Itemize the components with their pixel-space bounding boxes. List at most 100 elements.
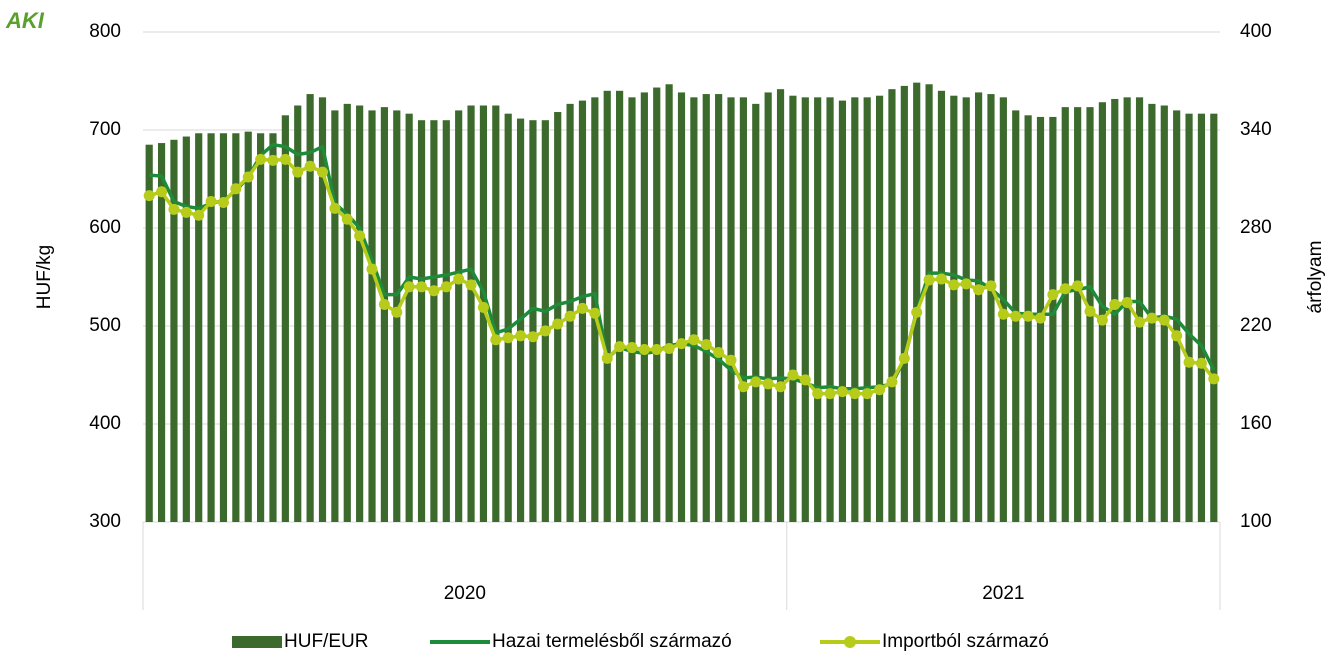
bar: [764, 92, 772, 522]
bar: [616, 90, 624, 523]
marker: [1072, 280, 1084, 292]
marker: [775, 381, 787, 393]
bar: [157, 143, 166, 523]
bar: [900, 85, 908, 523]
bar: [492, 105, 500, 522]
y2-tick-label: 280: [1240, 217, 1272, 238]
marker: [255, 153, 267, 165]
y-tick-label: 800: [89, 21, 121, 42]
marker: [304, 160, 316, 172]
marker: [651, 344, 663, 356]
marker: [985, 280, 997, 292]
bar: [182, 136, 190, 523]
marker: [1195, 357, 1207, 369]
legend-swatch: [232, 636, 282, 648]
y-tick-label: 700: [89, 119, 121, 140]
marker: [453, 273, 465, 285]
marker: [799, 374, 811, 386]
marker: [477, 301, 489, 313]
marker: [403, 281, 415, 293]
marker: [539, 325, 551, 337]
marker: [440, 281, 452, 293]
bar: [937, 90, 946, 523]
bar: [331, 110, 339, 523]
marker: [886, 376, 898, 388]
bar: [776, 89, 785, 523]
bar: [504, 113, 512, 523]
marker: [416, 281, 428, 293]
marker: [279, 153, 291, 165]
bar: [690, 97, 698, 522]
bar: [603, 90, 611, 523]
marker: [626, 342, 638, 354]
y2-tick-label: 160: [1240, 413, 1272, 434]
bar: [232, 133, 240, 522]
marker: [812, 388, 824, 400]
group-label: 2021: [982, 583, 1024, 604]
marker: [564, 310, 576, 322]
y-tick-label: 300: [89, 511, 121, 532]
bar: [380, 107, 388, 522]
bar: [975, 92, 983, 522]
marker: [1010, 310, 1022, 322]
marker: [676, 338, 687, 350]
marker: [1171, 330, 1183, 342]
bar: [1185, 113, 1193, 523]
marker: [1035, 312, 1046, 324]
bar: [739, 97, 747, 522]
marker: [688, 334, 700, 346]
bar: [281, 115, 289, 523]
marker: [911, 306, 923, 318]
marker: [1022, 310, 1034, 322]
marker: [428, 285, 440, 297]
bar: [913, 82, 921, 522]
marker: [589, 307, 601, 319]
bar: [467, 105, 475, 522]
y-tick-label: 400: [89, 413, 121, 434]
bar: [318, 97, 327, 522]
marker: [193, 209, 205, 221]
bar: [863, 97, 871, 522]
marker: [378, 298, 390, 310]
marker: [874, 384, 886, 396]
bar: [888, 89, 896, 523]
group-label: 2020: [444, 583, 486, 604]
bar: [170, 139, 178, 523]
bar: [752, 103, 760, 522]
legend-label: HUF/EUR: [284, 631, 368, 652]
legend-label: Importból származó: [882, 631, 1049, 652]
bar: [653, 87, 661, 523]
marker: [725, 354, 737, 366]
bar: [987, 94, 995, 523]
bar: [789, 95, 797, 522]
legend-label: Hazai termelésből származó: [492, 631, 732, 652]
bar: [554, 112, 562, 523]
marker: [230, 183, 242, 195]
marker: [180, 206, 192, 218]
bar: [875, 95, 884, 522]
bar: [1111, 98, 1119, 522]
bar: [207, 133, 215, 522]
bar: [455, 110, 463, 523]
bar: [1197, 113, 1206, 523]
bar: [219, 133, 228, 522]
y2-tick-label: 340: [1240, 119, 1272, 140]
marker: [824, 388, 836, 400]
marker: [1047, 289, 1059, 301]
marker: [552, 318, 564, 330]
bar: [826, 97, 834, 522]
bar: [665, 84, 673, 523]
marker: [1158, 314, 1170, 326]
bar: [1049, 116, 1057, 522]
bar: [727, 97, 735, 522]
marker: [1096, 314, 1108, 326]
bar: [529, 120, 537, 522]
marker: [465, 279, 477, 291]
bar: [838, 100, 847, 522]
marker: [317, 166, 328, 178]
bar: [962, 97, 970, 522]
marker: [1183, 356, 1195, 368]
marker: [1059, 283, 1071, 295]
legend-marker: [844, 636, 856, 648]
bar: [715, 94, 723, 523]
